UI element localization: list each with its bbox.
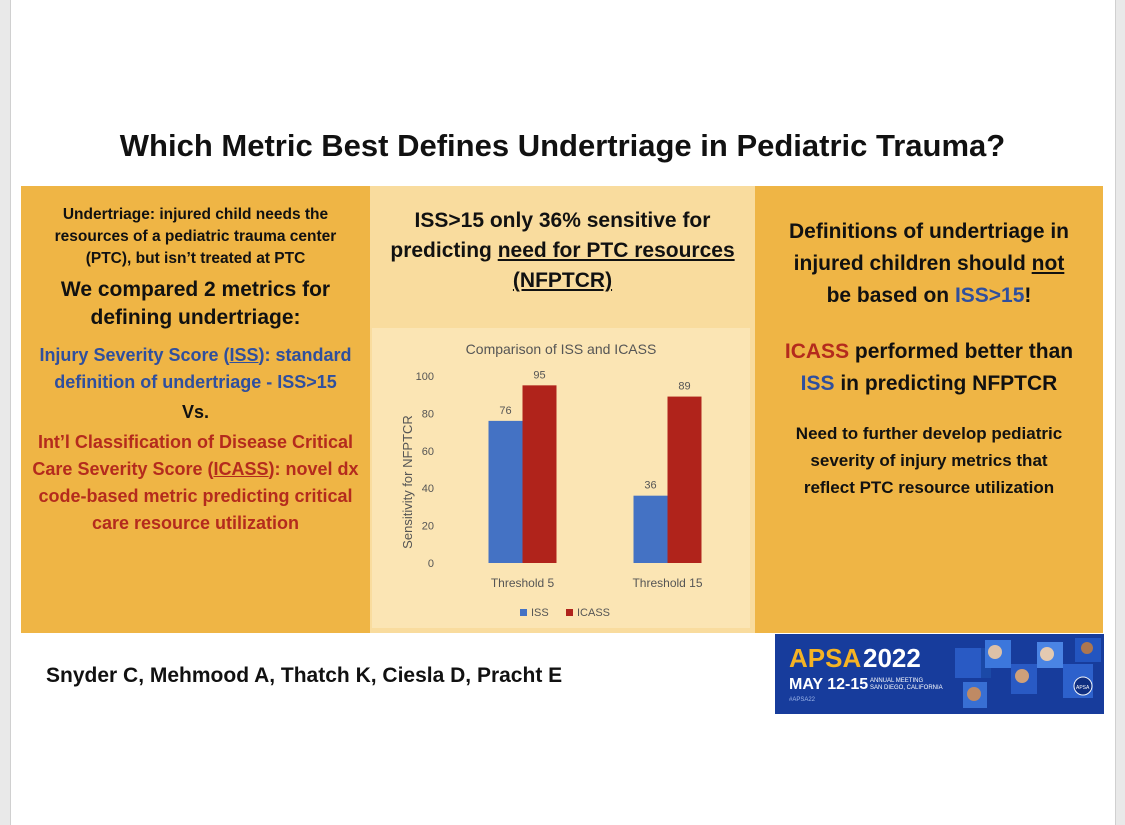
chart-title: Comparison of ISS and ICASS bbox=[466, 341, 657, 357]
chart-container: Comparison of ISS and ICASS Sensitivity f… bbox=[372, 328, 750, 628]
icass-text-post: ): novel dx code-based metric predicting… bbox=[38, 459, 359, 533]
data-label: 76 bbox=[499, 405, 511, 417]
data-label: 36 bbox=[644, 480, 656, 492]
data-label: 89 bbox=[678, 381, 690, 393]
conclusion-text-b: be based on bbox=[826, 284, 955, 307]
legend-swatch-icass bbox=[566, 609, 573, 616]
page-title: Which Metric Best Defines Undertriage in… bbox=[119, 128, 1006, 163]
conclusion-definitions: Definitions of undertriage in injured ch… bbox=[769, 216, 1089, 312]
iss-text-pre: Injury Severity Score ( bbox=[39, 345, 230, 365]
author-list: Snyder C, Mehmood A, Thatch K, Ciesla D,… bbox=[46, 664, 563, 687]
logo-cubes bbox=[955, 638, 1101, 708]
left-panel: Undertriage: injured child needs the res… bbox=[21, 186, 370, 633]
performance-text-b: in predicting NFPTCR bbox=[834, 372, 1058, 395]
logo-meeting-line1: ANNUAL MEETING bbox=[870, 678, 923, 684]
logo-brand: APSA bbox=[789, 643, 861, 673]
conclusion-performance: ICASS performed better than ISS in predi… bbox=[769, 336, 1089, 400]
iss-description: Injury Severity Score (ISS): standard de… bbox=[31, 342, 360, 396]
bar-iss-2 bbox=[633, 495, 668, 563]
logo-year: 2022 bbox=[863, 643, 921, 673]
conclusion-text: Definitions of undertriage in injured ch… bbox=[789, 220, 1070, 275]
apsa-2022-logo: APSA 2022 MAY 12-15 ANNUAL MEETING SAN D… bbox=[775, 634, 1104, 714]
conclusion-future-work: Need to further develop pediatric severi… bbox=[795, 424, 1063, 497]
y-tick-label: 80 bbox=[422, 408, 434, 420]
icass-description: Int’l Classification of Disease Critical… bbox=[31, 429, 360, 537]
headline-underlined: need for PTC resources (NFPTCR) bbox=[497, 239, 735, 292]
sensitivity-headline: ISS>15 only 36% sensitive for predicting… bbox=[382, 206, 743, 296]
icass-text-pre: Int’l Classification of Disease Critical… bbox=[32, 432, 354, 479]
y-tick-label: 0 bbox=[428, 558, 434, 570]
versus-label: Vs. bbox=[181, 402, 210, 422]
sensitivity-bar-chart: Comparison of ISS and ICASS Sensitivity f… bbox=[400, 341, 703, 619]
conclusion-iss: ISS>15 bbox=[954, 284, 1025, 307]
bar-iss-1 bbox=[488, 420, 523, 563]
logo-badge: APSA bbox=[1076, 685, 1090, 691]
conclusion-not: not bbox=[1031, 252, 1065, 275]
performance-icass: ICASS bbox=[784, 340, 850, 363]
performance-iss: ISS bbox=[800, 372, 835, 395]
conclusion-end: ! bbox=[1024, 284, 1032, 307]
apsa-logo-artwork: APSA 2022 MAY 12-15 ANNUAL MEETING SAN D… bbox=[775, 634, 1104, 714]
x-tick-label: Threshold 15 bbox=[632, 576, 702, 590]
comparison-statement: We compared 2 metrics for defining under… bbox=[60, 278, 331, 329]
bar-icass-1 bbox=[522, 385, 557, 563]
logo-meeting-line2: SAN DIEGO, CALIFORNIA bbox=[870, 685, 943, 691]
legend-label: ISS bbox=[531, 607, 549, 619]
undertriage-definition: Undertriage: injured child needs the res… bbox=[54, 206, 337, 267]
headline-text: ISS>15 only 36% sensitive for predicting bbox=[390, 209, 711, 262]
data-label: 95 bbox=[533, 369, 545, 381]
logo-hashtag: #APSA22 bbox=[789, 697, 816, 703]
performance-text: performed better than bbox=[849, 340, 1074, 363]
bar-icass-2 bbox=[667, 396, 702, 563]
y-tick-label: 60 bbox=[422, 446, 434, 458]
legend-label: ICASS bbox=[577, 607, 610, 619]
legend-swatch-iss bbox=[520, 609, 527, 616]
y-tick-label: 40 bbox=[422, 483, 434, 495]
y-axis-label: Sensitivity for NFPTCR bbox=[400, 415, 415, 549]
y-tick-label: 20 bbox=[422, 521, 434, 533]
logo-dates: MAY 12-15 bbox=[789, 676, 868, 693]
y-tick-label: 100 bbox=[416, 371, 434, 383]
right-panel: Definitions of undertriage in injured ch… bbox=[755, 186, 1103, 633]
iss-abbreviation: ISS bbox=[229, 345, 259, 365]
icass-abbreviation: ICASS bbox=[213, 459, 269, 479]
x-tick-label: Threshold 5 bbox=[491, 576, 555, 590]
iss-text-post: ): standard definition of undertriage - … bbox=[54, 345, 352, 392]
